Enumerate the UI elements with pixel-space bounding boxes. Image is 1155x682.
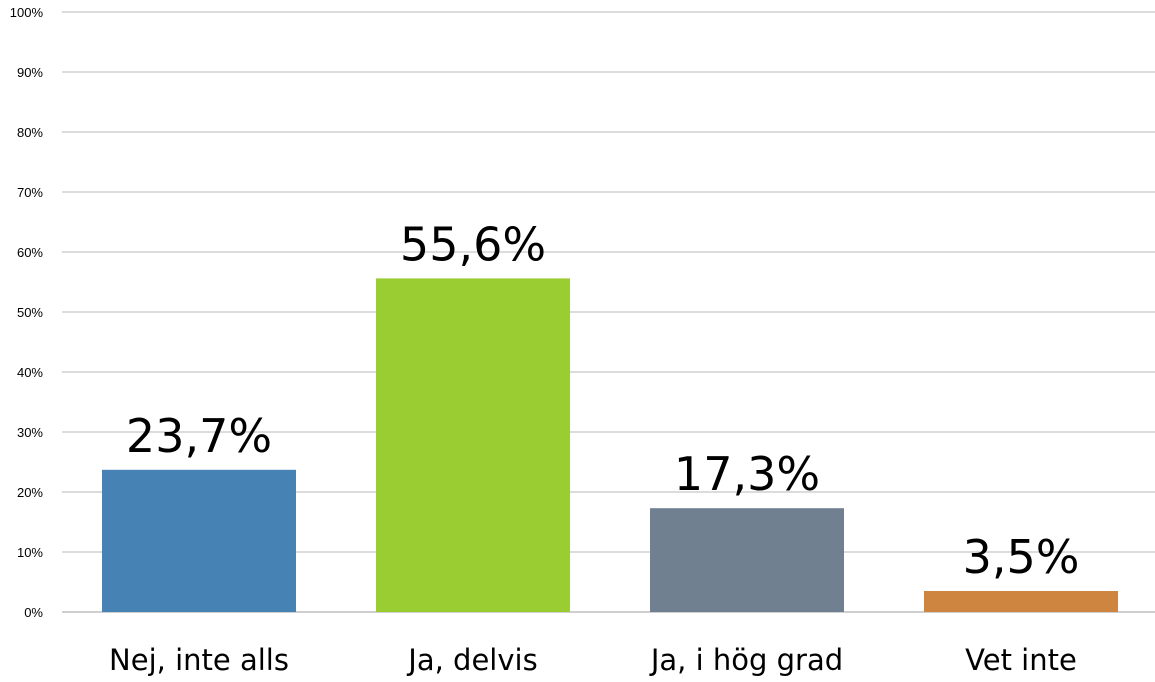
bar: [650, 508, 844, 612]
bar: [376, 278, 570, 612]
y-tick-label: 20%: [17, 485, 43, 500]
category-labels: Nej, inte alls Ja, delvis Ja, i hög grad Ve…: [109, 643, 1077, 677]
data-label: 23,7%: [126, 409, 272, 463]
y-tick-label: 0%: [24, 605, 43, 620]
x-category-label: Ja, delvis: [406, 643, 537, 677]
bars: [102, 278, 1118, 612]
x-category-label: Vet inte: [965, 643, 1077, 677]
y-tick-label: 60%: [17, 245, 43, 260]
data-label: 55,6%: [400, 217, 546, 271]
y-tick-label: 80%: [17, 125, 43, 140]
bar: [102, 469, 296, 612]
x-category-label: Nej, inte alls: [109, 643, 289, 677]
y-tick-label: 90%: [17, 65, 43, 80]
bar: [924, 591, 1118, 612]
y-tick-label: 10%: [17, 545, 43, 560]
y-tick-label: 30%: [17, 425, 43, 440]
y-tick-label: 40%: [17, 365, 43, 380]
y-tick-label: 70%: [17, 185, 43, 200]
y-tick-label: 50%: [17, 305, 43, 320]
data-label: 3,5%: [963, 530, 1080, 584]
y-tick-label: 100%: [10, 5, 44, 20]
y-axis-tick-labels: 0% 10% 20% 30% 40% 50% 60% 70% 80% 90% 100%: [10, 5, 44, 620]
data-labels: 23,7% 55,6% 17,3% 3,5%: [126, 217, 1080, 584]
x-category-label: Ja, i hög grad: [649, 643, 843, 677]
data-label: 17,3%: [674, 447, 820, 501]
